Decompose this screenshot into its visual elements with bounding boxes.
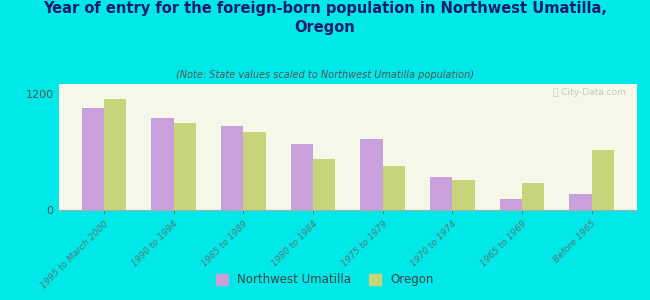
- Bar: [243, 133, 265, 210]
- Bar: [592, 150, 614, 210]
- Bar: [221, 126, 243, 210]
- Bar: [360, 139, 383, 210]
- Bar: [383, 167, 405, 210]
- Bar: [522, 183, 544, 210]
- Bar: [452, 180, 474, 210]
- Bar: [430, 177, 452, 210]
- Legend: Northwest Umatilla, Oregon: Northwest Umatilla, Oregon: [211, 269, 439, 291]
- Text: Year of entry for the foreign-born population in Northwest Umatilla,
Oregon: Year of entry for the foreign-born popul…: [43, 2, 607, 35]
- Bar: [151, 118, 174, 210]
- Text: (Note: State values scaled to Northwest Umatilla population): (Note: State values scaled to Northwest …: [176, 70, 474, 80]
- Bar: [291, 144, 313, 210]
- Bar: [313, 159, 335, 210]
- Bar: [174, 123, 196, 210]
- Bar: [500, 199, 522, 210]
- Bar: [81, 108, 104, 210]
- Bar: [104, 98, 126, 210]
- Bar: [569, 194, 592, 210]
- Text: ⓘ City-Data.com: ⓘ City-Data.com: [552, 88, 625, 97]
